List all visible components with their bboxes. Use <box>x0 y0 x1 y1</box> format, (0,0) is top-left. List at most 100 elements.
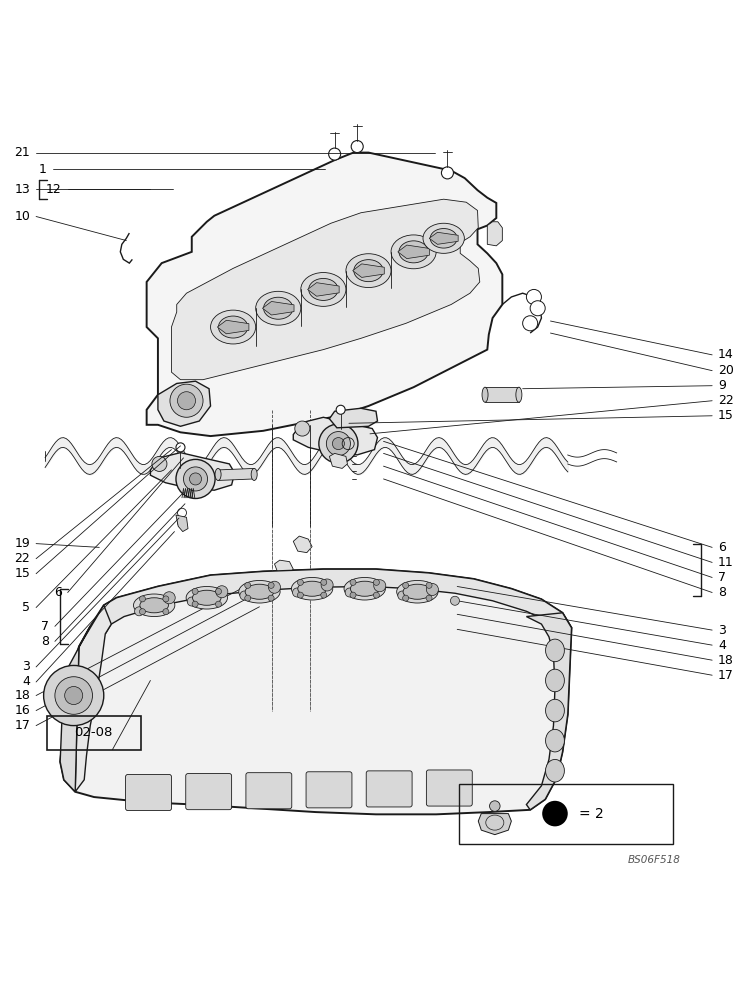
Ellipse shape <box>397 580 438 603</box>
Ellipse shape <box>403 584 432 599</box>
Circle shape <box>490 801 500 811</box>
Circle shape <box>441 167 453 179</box>
Text: 15: 15 <box>14 567 30 580</box>
Ellipse shape <box>140 598 168 613</box>
Polygon shape <box>150 453 235 490</box>
Text: 22: 22 <box>14 552 30 565</box>
Polygon shape <box>217 320 249 334</box>
Text: 13: 13 <box>14 183 30 196</box>
Polygon shape <box>329 453 347 468</box>
Ellipse shape <box>211 310 256 344</box>
Ellipse shape <box>346 254 391 288</box>
Ellipse shape <box>354 260 383 282</box>
Polygon shape <box>398 245 429 259</box>
Circle shape <box>177 518 186 527</box>
Polygon shape <box>176 515 188 532</box>
Polygon shape <box>171 199 480 380</box>
Circle shape <box>139 609 145 615</box>
Ellipse shape <box>291 577 332 600</box>
Text: 11: 11 <box>718 556 734 569</box>
Text: 18: 18 <box>718 654 734 667</box>
Circle shape <box>176 459 215 498</box>
FancyBboxPatch shape <box>306 772 352 808</box>
Circle shape <box>190 473 202 485</box>
Ellipse shape <box>134 594 174 617</box>
Text: 17: 17 <box>718 669 734 682</box>
Ellipse shape <box>423 223 464 253</box>
Ellipse shape <box>309 278 338 300</box>
Text: 20: 20 <box>718 364 734 377</box>
Circle shape <box>163 609 169 615</box>
Circle shape <box>176 443 185 452</box>
Text: 7: 7 <box>718 571 726 584</box>
Polygon shape <box>478 814 511 835</box>
Text: 21: 21 <box>14 146 30 159</box>
Circle shape <box>398 591 407 600</box>
Ellipse shape <box>298 581 326 596</box>
Circle shape <box>336 405 345 414</box>
Circle shape <box>163 592 175 604</box>
Circle shape <box>402 582 408 588</box>
Text: 19: 19 <box>14 537 30 550</box>
Circle shape <box>216 601 222 607</box>
Text: 4: 4 <box>718 639 726 652</box>
Polygon shape <box>75 605 111 792</box>
Text: BS06F518: BS06F518 <box>628 855 681 865</box>
Ellipse shape <box>350 581 379 596</box>
Text: 8: 8 <box>41 635 49 648</box>
Polygon shape <box>60 569 572 814</box>
Polygon shape <box>158 381 211 426</box>
Polygon shape <box>262 301 294 315</box>
Circle shape <box>268 581 280 593</box>
Text: 22: 22 <box>718 394 734 407</box>
Polygon shape <box>293 417 378 455</box>
Circle shape <box>523 316 538 331</box>
Circle shape <box>297 579 303 585</box>
Text: = 2: = 2 <box>579 807 604 821</box>
Polygon shape <box>274 560 293 575</box>
Ellipse shape <box>264 297 293 319</box>
Text: 1: 1 <box>39 163 47 176</box>
Circle shape <box>65 686 83 705</box>
Ellipse shape <box>193 590 221 605</box>
Circle shape <box>170 384 203 417</box>
Circle shape <box>152 456 167 471</box>
Circle shape <box>350 592 356 598</box>
Ellipse shape <box>239 580 280 603</box>
Circle shape <box>187 597 196 606</box>
Text: 10: 10 <box>14 210 30 223</box>
Text: 02-08: 02-08 <box>74 726 113 739</box>
Ellipse shape <box>186 586 227 609</box>
Circle shape <box>216 588 222 594</box>
Polygon shape <box>485 387 519 402</box>
Circle shape <box>297 592 303 598</box>
Circle shape <box>55 677 92 714</box>
Ellipse shape <box>256 291 301 325</box>
Circle shape <box>192 601 198 607</box>
Polygon shape <box>487 222 502 246</box>
Circle shape <box>374 579 380 585</box>
Circle shape <box>321 579 333 591</box>
Ellipse shape <box>391 235 436 269</box>
Circle shape <box>44 665 104 726</box>
Circle shape <box>374 580 386 592</box>
Bar <box>47 716 141 750</box>
Circle shape <box>450 596 459 605</box>
Ellipse shape <box>516 387 522 402</box>
Circle shape <box>374 592 380 598</box>
Polygon shape <box>353 264 384 277</box>
Circle shape <box>426 582 432 588</box>
Circle shape <box>135 607 144 616</box>
Circle shape <box>192 588 198 594</box>
Circle shape <box>321 592 327 598</box>
Circle shape <box>530 301 545 316</box>
Text: 12: 12 <box>46 183 62 196</box>
Circle shape <box>216 586 228 598</box>
Ellipse shape <box>301 273 346 306</box>
FancyBboxPatch shape <box>186 774 232 810</box>
Ellipse shape <box>546 699 564 722</box>
Circle shape <box>426 583 438 596</box>
FancyBboxPatch shape <box>246 773 292 809</box>
Ellipse shape <box>399 241 429 263</box>
Circle shape <box>542 801 568 826</box>
